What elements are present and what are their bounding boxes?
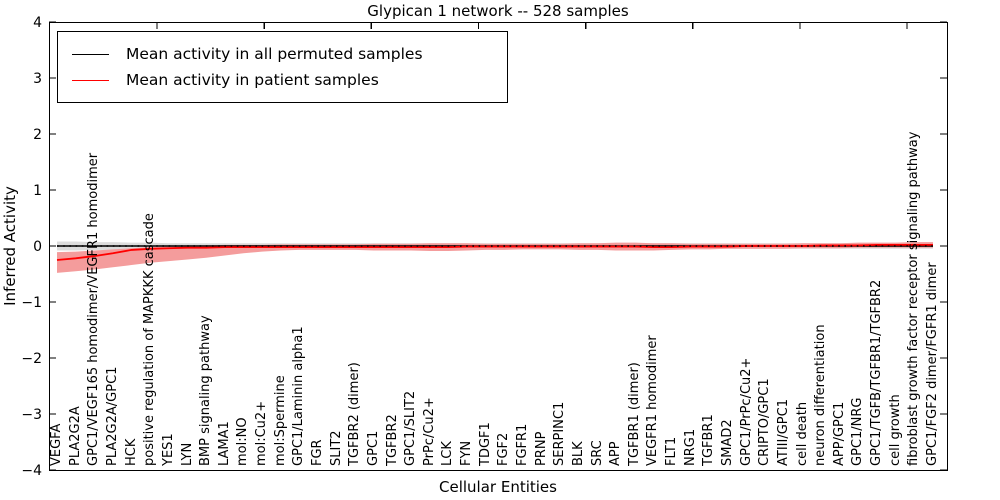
patient-band (57, 242, 933, 273)
y-tick-label: 1 (33, 183, 42, 199)
x-axis-label: Cellular Entities (439, 478, 557, 496)
legend-item-permuted: Mean activity in all permuted samples (72, 41, 495, 67)
y-tick-label: −2 (21, 351, 42, 367)
legend-label-patient: Mean activity in patient samples (126, 71, 379, 89)
y-tick-label: 3 (33, 71, 42, 87)
patient-line-swatch (72, 79, 109, 81)
legend: Mean activity in all permuted samples Me… (57, 31, 508, 103)
legend-label-permuted: Mean activity in all permuted samples (126, 45, 423, 63)
y-tick-label: −3 (21, 407, 42, 423)
y-tick-label: −1 (21, 295, 42, 311)
y-tick-label: 4 (33, 15, 42, 31)
y-tick-label: 0 (33, 239, 42, 255)
chart-title: Glypican 1 network -- 528 samples (367, 2, 629, 20)
y-tick-label: −4 (21, 463, 42, 479)
permuted-line-swatch (72, 53, 109, 55)
patient-mean-line (56, 243, 933, 261)
y-tick-label: 2 (33, 127, 42, 143)
legend-item-patient: Mean activity in patient samples (72, 67, 495, 93)
